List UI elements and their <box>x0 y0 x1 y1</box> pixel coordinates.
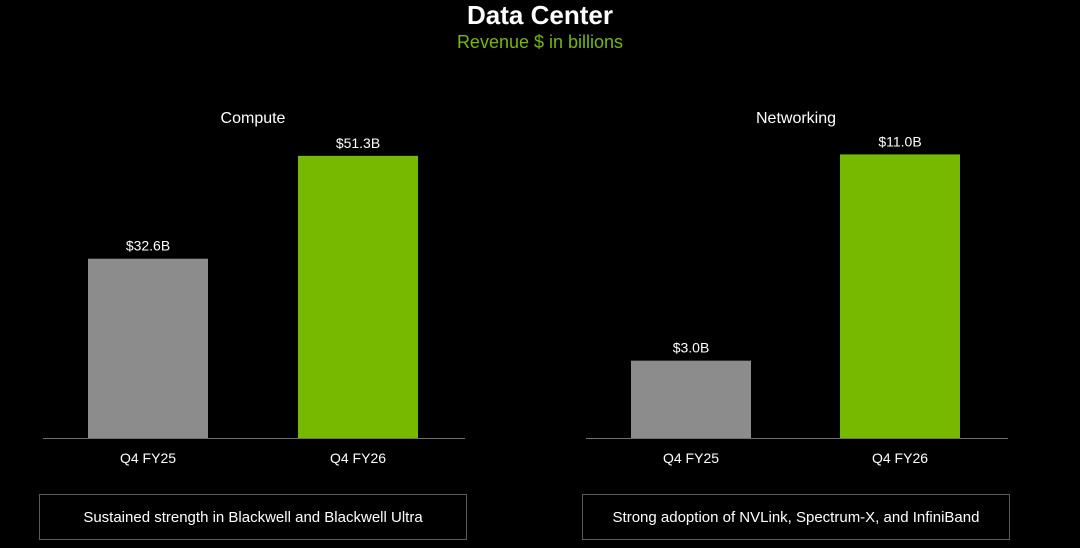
compute-tick-label-2: Q4 FY26 <box>330 450 386 466</box>
compute-bar-1 <box>88 258 208 438</box>
networking-value-label-1: $3.0B <box>673 340 710 356</box>
compute-value-label-1: $32.6B <box>126 238 170 254</box>
compute-bar-2 <box>298 155 418 438</box>
compute-note-text: Sustained strength in Blackwell and Blac… <box>83 508 423 526</box>
networking-bar-1 <box>631 360 751 438</box>
networking-value-label-2: $11.0B <box>878 133 921 149</box>
compute-tick-label-1: Q4 FY25 <box>120 450 176 466</box>
networking-tick-label-1: Q4 FY25 <box>663 450 719 466</box>
compute-value-label-2: $51.3B <box>336 135 380 151</box>
compute-chart-title: Compute <box>220 110 286 127</box>
page-title: Data Center <box>467 0 613 30</box>
networking-note-box: Strong adoption of NVLink, Spectrum-X, a… <box>582 494 1010 540</box>
page-subtitle: Revenue $ in billions <box>456 32 624 52</box>
networking-note-text: Strong adoption of NVLink, Spectrum-X, a… <box>612 508 980 526</box>
networking-chart-title: Networking <box>755 110 837 127</box>
networking-bar-2 <box>840 154 960 438</box>
networking-tick-label-2: Q4 FY26 <box>872 450 928 466</box>
compute-note-box: Sustained strength in Blackwell and Blac… <box>39 494 467 540</box>
